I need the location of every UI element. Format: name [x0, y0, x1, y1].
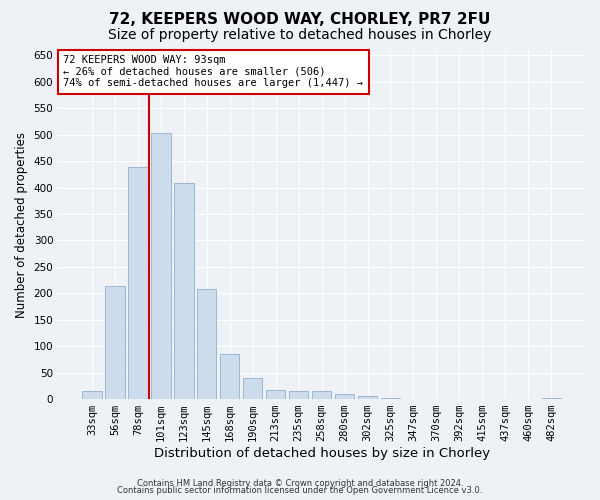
Bar — [105, 286, 125, 399]
Bar — [266, 390, 286, 399]
Bar — [427, 398, 446, 399]
Bar — [542, 398, 561, 399]
Text: 72, KEEPERS WOOD WAY, CHORLEY, PR7 2FU: 72, KEEPERS WOOD WAY, CHORLEY, PR7 2FU — [109, 12, 491, 28]
Text: 72 KEEPERS WOOD WAY: 93sqm
← 26% of detached houses are smaller (506)
74% of sem: 72 KEEPERS WOOD WAY: 93sqm ← 26% of deta… — [64, 55, 364, 88]
Text: Contains HM Land Registry data © Crown copyright and database right 2024.: Contains HM Land Registry data © Crown c… — [137, 478, 463, 488]
Bar — [174, 184, 194, 399]
Bar — [151, 133, 170, 399]
Bar — [197, 289, 217, 399]
Bar — [243, 378, 262, 399]
Bar — [404, 398, 423, 399]
Text: Size of property relative to detached houses in Chorley: Size of property relative to detached ho… — [109, 28, 491, 42]
Bar — [381, 398, 400, 399]
Y-axis label: Number of detached properties: Number of detached properties — [15, 132, 28, 318]
Bar — [289, 391, 308, 399]
Bar — [335, 394, 355, 399]
Bar — [82, 391, 101, 399]
Text: Contains public sector information licensed under the Open Government Licence v3: Contains public sector information licen… — [118, 486, 482, 495]
Bar — [220, 354, 239, 399]
Bar — [128, 168, 148, 399]
Bar — [358, 396, 377, 399]
Bar — [312, 391, 331, 399]
X-axis label: Distribution of detached houses by size in Chorley: Distribution of detached houses by size … — [154, 447, 490, 460]
